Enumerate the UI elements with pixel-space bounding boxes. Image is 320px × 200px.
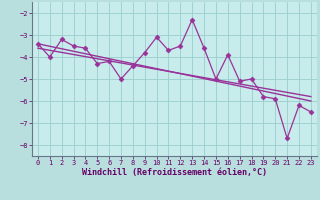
X-axis label: Windchill (Refroidissement éolien,°C): Windchill (Refroidissement éolien,°C): [82, 168, 267, 177]
